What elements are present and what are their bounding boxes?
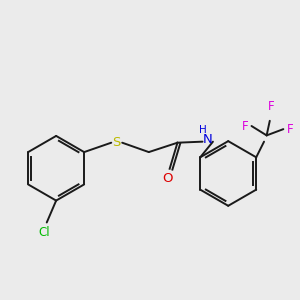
Text: F: F bbox=[287, 123, 293, 136]
Text: O: O bbox=[162, 172, 173, 185]
Text: N: N bbox=[203, 133, 213, 146]
Text: Cl: Cl bbox=[39, 226, 50, 239]
Text: S: S bbox=[112, 136, 121, 149]
Text: H: H bbox=[199, 125, 207, 135]
Text: F: F bbox=[242, 119, 248, 133]
Text: F: F bbox=[268, 100, 274, 113]
